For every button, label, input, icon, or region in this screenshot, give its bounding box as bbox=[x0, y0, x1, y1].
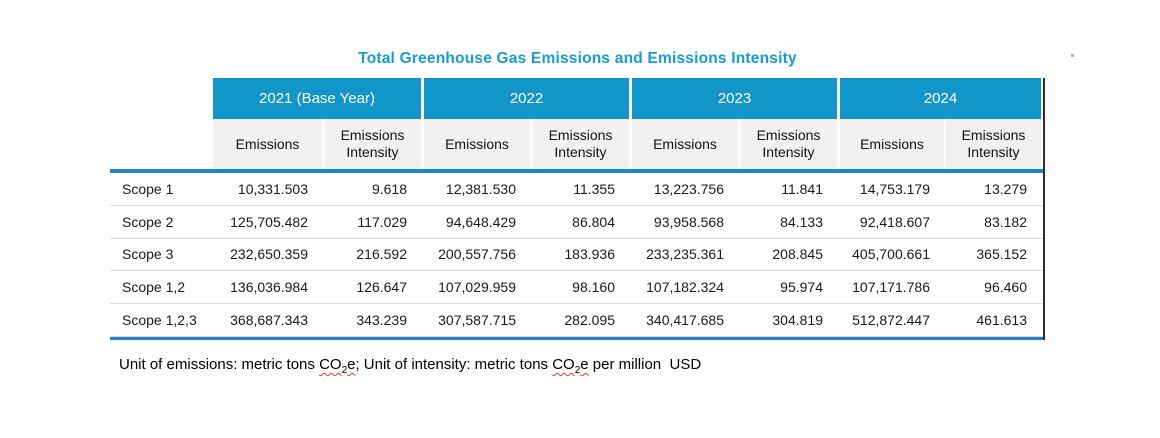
table-row-scope12: Scope 1,2 136,036.984 126.647 107,029.95… bbox=[110, 271, 1043, 305]
ghg-emissions-table: 2021 (Base Year) 2022 2023 2024 Emission… bbox=[110, 78, 1045, 340]
cell-2021-intensity: 343.239 bbox=[322, 304, 421, 336]
co2e-term: CO2e bbox=[319, 356, 356, 376]
cell-2022-emissions: 107,029.959 bbox=[421, 271, 530, 304]
cell-2023-emissions: 107,182.324 bbox=[629, 271, 738, 304]
subheader-2022-intensity: Emissions Intensity bbox=[530, 119, 629, 169]
year-header-2024: 2024 bbox=[837, 78, 1041, 119]
cell-2023-intensity: 95.974 bbox=[738, 271, 837, 304]
cell-2021-emissions: 125,705.482 bbox=[213, 205, 322, 238]
cell-2024-intensity: 83.182 bbox=[944, 205, 1041, 238]
cell-2022-intensity: 98.160 bbox=[530, 271, 629, 304]
cell-2024-emissions: 512,872.447 bbox=[837, 304, 944, 336]
cell-2021-intensity: 9.618 bbox=[322, 173, 421, 205]
cell-2021-emissions: 10,331.503 bbox=[213, 173, 322, 205]
subheader-2023-emissions: Emissions bbox=[629, 119, 738, 169]
footnote-text: per million USD bbox=[588, 356, 702, 373]
cell-2022-intensity: 282.095 bbox=[530, 304, 629, 336]
cell-2022-intensity: 86.804 bbox=[530, 205, 629, 238]
subheader-2022-emissions: Emissions bbox=[421, 119, 530, 169]
subheader-2024-intensity: Emissions Intensity bbox=[944, 119, 1041, 169]
cell-2021-emissions: 232,650.359 bbox=[213, 238, 322, 271]
subheader-2021-intensity: Emissions Intensity bbox=[322, 119, 421, 169]
row-label: Scope 2 bbox=[110, 205, 213, 238]
table-row-scope123: Scope 1,2,3 368,687.343 343.239 307,587.… bbox=[110, 304, 1043, 337]
cell-2023-intensity: 11.841 bbox=[738, 173, 837, 205]
cell-2022-emissions: 12,381.530 bbox=[421, 173, 530, 205]
cell-2021-intensity: 216.592 bbox=[322, 238, 421, 271]
cell-2023-emissions: 340,417.685 bbox=[629, 304, 738, 336]
year-header-row: 2021 (Base Year) 2022 2023 2024 bbox=[110, 78, 1043, 119]
table-row-scope2: Scope 2 125,705.482 117.029 94,648.429 8… bbox=[110, 205, 1043, 239]
footnote-text: CO bbox=[552, 356, 575, 373]
subheader-2024-emissions: Emissions bbox=[837, 119, 944, 169]
footnote-text: CO bbox=[319, 356, 342, 373]
row-label: Scope 1,2 bbox=[110, 271, 213, 304]
year-header-2021: 2021 (Base Year) bbox=[213, 78, 421, 119]
cell-2022-intensity: 11.355 bbox=[530, 173, 629, 205]
cell-2022-emissions: 94,648.429 bbox=[421, 205, 530, 238]
table-row-scope3: Scope 3 232,650.359 216.592 200,557.756 … bbox=[110, 238, 1043, 272]
cell-2024-emissions: 92,418.607 bbox=[837, 205, 944, 238]
subheader-2023-intensity: Emissions Intensity bbox=[738, 119, 837, 169]
subscript-2: 2 bbox=[341, 365, 348, 376]
cell-2024-emissions: 14,753.179 bbox=[837, 173, 944, 205]
row-label: Scope 1,2,3 bbox=[110, 304, 213, 336]
cell-2023-intensity: 304.819 bbox=[738, 304, 837, 336]
cell-2022-intensity: 183.936 bbox=[530, 238, 629, 271]
row-label: Scope 1 bbox=[110, 173, 213, 205]
cell-2021-intensity: 126.647 bbox=[322, 271, 421, 304]
footnote-text: e bbox=[347, 356, 356, 373]
sub-header-row: Emissions Emissions Intensity Emissions … bbox=[110, 119, 1043, 169]
footnote-text: Unit of emissions: metric tons bbox=[119, 356, 320, 373]
co2e-term: CO2e bbox=[552, 356, 589, 376]
units-footnote: Unit of emissions: metric tons CO2e; Uni… bbox=[119, 356, 702, 376]
cell-2024-intensity: 365.152 bbox=[944, 238, 1041, 271]
table-row-scope1: Scope 1 10,331.503 9.618 12,381.530 11.3… bbox=[110, 173, 1043, 206]
cell-2021-emissions: 368,687.343 bbox=[213, 304, 322, 336]
cell-2021-intensity: 117.029 bbox=[322, 205, 421, 238]
cell-2024-intensity: 461.613 bbox=[944, 304, 1041, 336]
footnote-text: e bbox=[580, 356, 589, 373]
corner-spacer bbox=[110, 119, 213, 169]
footnote-text: ; Unit of intensity: metric tons bbox=[355, 356, 553, 373]
table-title: Total Greenhouse Gas Emissions and Emiss… bbox=[358, 50, 797, 67]
cell-2024-emissions: 107,171.786 bbox=[837, 271, 944, 304]
year-header-2023: 2023 bbox=[629, 78, 837, 119]
stray-artifact-dot bbox=[1071, 54, 1074, 57]
year-header-2022: 2022 bbox=[421, 78, 629, 119]
cell-2023-emissions: 233,235.361 bbox=[629, 238, 738, 271]
cell-2021-emissions: 136,036.984 bbox=[213, 271, 322, 304]
cell-2023-intensity: 84.133 bbox=[738, 205, 837, 238]
subscript-2: 2 bbox=[574, 365, 581, 376]
cell-2024-intensity: 96.460 bbox=[944, 271, 1041, 304]
cell-2023-emissions: 93,958.568 bbox=[629, 205, 738, 238]
cell-2022-emissions: 200,557.756 bbox=[421, 238, 530, 271]
subheader-2021-emissions: Emissions bbox=[213, 119, 322, 169]
row-label: Scope 3 bbox=[110, 238, 213, 271]
corner-spacer bbox=[110, 78, 213, 119]
bottom-rule bbox=[110, 336, 1043, 340]
cell-2022-emissions: 307,587.715 bbox=[421, 304, 530, 336]
cell-2023-intensity: 208.845 bbox=[738, 238, 837, 271]
cell-2024-emissions: 405,700.661 bbox=[837, 238, 944, 271]
top-rule bbox=[110, 169, 1043, 173]
cell-2024-intensity: 13.279 bbox=[944, 173, 1041, 205]
cell-2023-emissions: 13,223.756 bbox=[629, 173, 738, 205]
